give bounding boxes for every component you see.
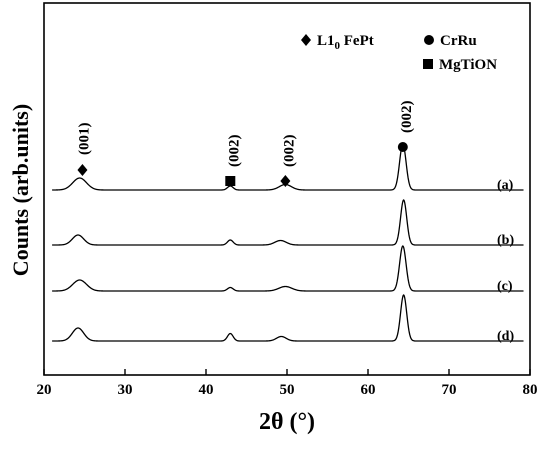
- legend-label: L10 FePt: [317, 33, 374, 52]
- legend: L10 FePt CrRu MgTiON: [301, 33, 497, 73]
- legend-label-main: CrRu: [440, 33, 477, 49]
- square-marker-icon: [423, 59, 433, 69]
- circle-marker-icon: [424, 35, 434, 45]
- x-tick-label: 40: [199, 382, 214, 398]
- legend-label: CrRu: [440, 33, 477, 49]
- series-line: [52, 245, 524, 292]
- legend-label-subscript: 0: [335, 40, 341, 52]
- series-line: [52, 143, 524, 191]
- legend-label-rest: FePt: [340, 33, 374, 49]
- peak-label: (002): [226, 135, 242, 168]
- x-tick-label: 80: [523, 382, 538, 398]
- series-label: (c): [497, 279, 513, 294]
- legend-label: MgTiON: [439, 57, 497, 73]
- y-axis-label: Counts (arb.units): [8, 104, 33, 276]
- diamond-marker-icon: [280, 175, 291, 187]
- series-label: (d): [497, 329, 514, 344]
- circle-marker-icon: [397, 142, 408, 152]
- peak-label: (001): [76, 123, 92, 156]
- legend-label-main: L1: [317, 33, 335, 49]
- x-tick-label: 50: [280, 382, 295, 398]
- x-tick-label: 60: [361, 382, 376, 398]
- square-marker-icon: [225, 176, 236, 186]
- x-ticks: 20 30 40 50 60 70 80: [37, 369, 538, 398]
- peak-label: (002): [281, 135, 297, 168]
- series-line: [52, 199, 524, 246]
- diamond-marker-icon: [301, 34, 311, 46]
- peak-label: (002): [399, 101, 415, 134]
- series-layer: (a) (b) (c) (d): [52, 143, 524, 344]
- series-label: (b): [497, 233, 514, 248]
- x-tick-label: 20: [37, 382, 52, 398]
- diamond-marker-icon: [77, 164, 88, 176]
- x-axis-label: 2θ (°): [259, 409, 315, 435]
- x-tick-label: 30: [118, 382, 133, 398]
- series-line: [52, 294, 524, 342]
- legend-label-main: MgTiON: [439, 57, 497, 73]
- x-tick-label: 70: [442, 382, 457, 398]
- series-label: (a): [497, 178, 514, 193]
- annotations-layer: (001) (002) (002) (002): [76, 101, 415, 187]
